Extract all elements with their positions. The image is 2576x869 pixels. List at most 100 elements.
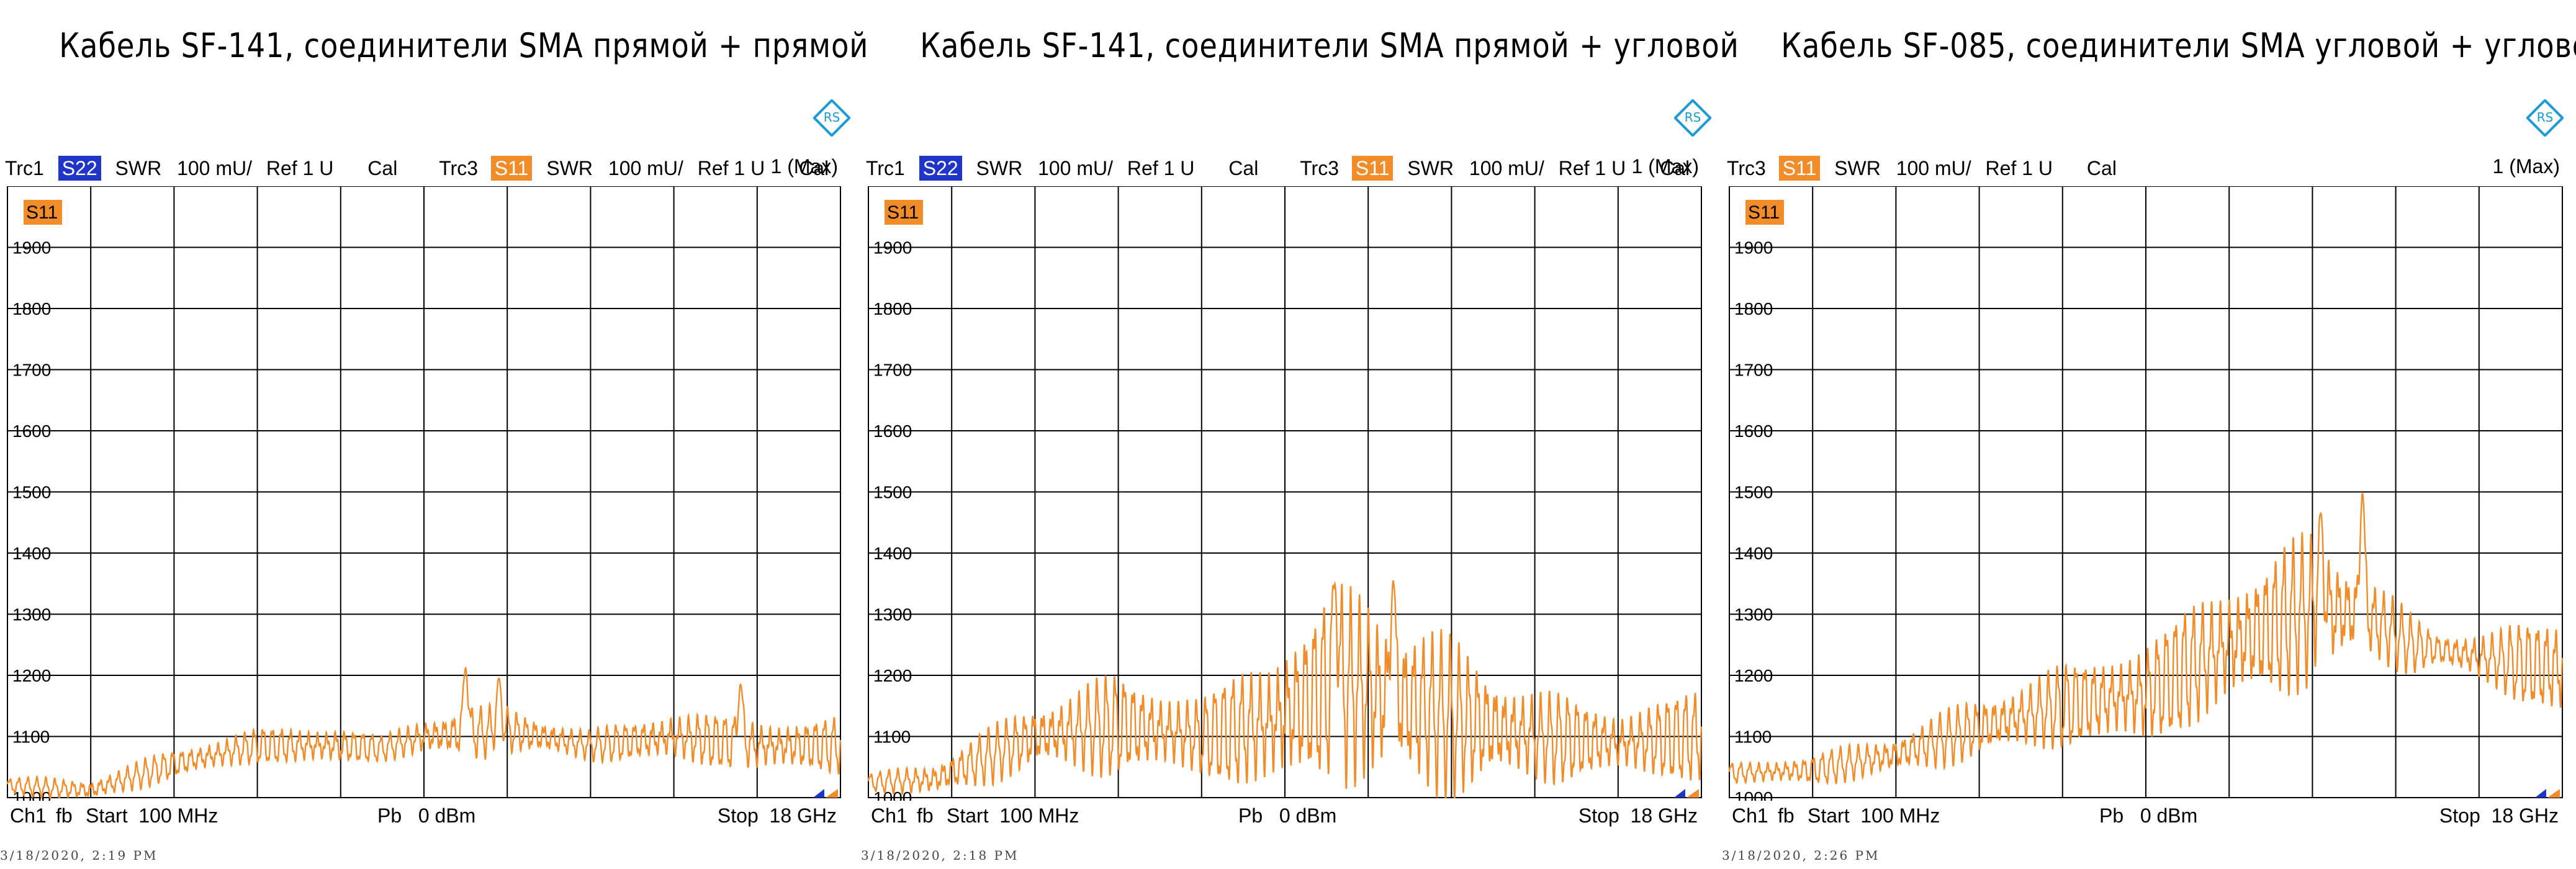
trace-ref: Ref 1 U: [1127, 156, 1195, 179]
marker-triangle-s11: [1687, 789, 1699, 798]
y-tick-label: 1400: [1734, 544, 1773, 563]
start-frequency: Start 100 MHz: [947, 804, 1079, 827]
marker-triangle-s11: [826, 789, 838, 798]
chart-title: Кабель SF-141, соединители SMA прямой + …: [59, 26, 869, 65]
trace-scale: 100 mU/: [177, 156, 253, 179]
start-frequency: Start 100 MHz: [1808, 804, 1940, 827]
y-tick-label: 1700: [12, 361, 51, 380]
chart-title: Кабель SF-085, соединители SMA угловой +…: [1781, 26, 2576, 65]
trace-ref: Ref 1 U: [266, 156, 334, 179]
fb-label: fb: [917, 804, 934, 827]
trace-ref: Ref 1 U: [697, 156, 765, 179]
y-tick-label: 1900: [1734, 238, 1773, 258]
trace-scale: 100 mU/: [1896, 156, 1971, 179]
y-tick-label: 1600: [873, 421, 912, 441]
timestamp: 3/18/2020, 2:19 PM: [0, 848, 158, 863]
y-tick-label: 1300: [873, 605, 912, 624]
y-tick-label: 1100: [873, 727, 911, 747]
marker-triangle-s22: [813, 789, 824, 798]
channel-footer: Ch1 fb Start 100 MHz Pb 0 dBm Stop 18 GH…: [866, 803, 1703, 828]
trace-header: Trc1 S22 SWR 100 mU/ Ref 1 U Cal Trc3 S1…: [5, 153, 842, 181]
y-tick-label: 1100: [12, 727, 50, 747]
trace-badge-s11[interactable]: S11: [490, 155, 533, 181]
trace-s11-line: [867, 580, 1703, 799]
y-tick-label: 1500: [12, 483, 51, 502]
rohde-schwarz-logo-icon: RS: [2526, 99, 2564, 137]
trace-badge-s22[interactable]: S22: [58, 155, 101, 181]
y-tick-label: 1900: [873, 238, 912, 258]
trace-header: Trc1 S22 SWR 100 mU/ Ref 1 U Cal Trc3 S1…: [866, 153, 1703, 181]
trace-scale: 100 mU/: [1038, 156, 1114, 179]
chart-panel-1: Кабель SF-141, соединители SMA прямой + …: [0, 0, 869, 869]
trace-scale: 100 mU/: [1469, 156, 1544, 179]
trace-badge-s11[interactable]: S11: [1778, 155, 1821, 181]
trace-label-text: S11: [26, 202, 58, 223]
chart-title: Кабель SF-141, соединители SMA прямой + …: [920, 26, 1739, 65]
trace-s11-line: [6, 666, 842, 799]
y-tick-label: 1700: [873, 361, 912, 380]
y-tick-label: 1900: [12, 238, 51, 258]
y-tick-label: 1400: [873, 544, 912, 563]
trace-label-text: S11: [1748, 202, 1780, 223]
trace-name[interactable]: Trc3: [439, 156, 478, 179]
channel-footer: Ch1 fb Start 100 MHz Pb 0 dBm Stop 18 GH…: [5, 803, 842, 828]
y-tick-label: 1600: [12, 421, 51, 441]
trace-format: SWR: [976, 156, 1023, 179]
y-tick-label: 1300: [1734, 605, 1773, 624]
y-tick-label: 1800: [12, 299, 51, 318]
y-tick-label: 1700: [1734, 361, 1773, 380]
trace-format: SWR: [546, 156, 593, 179]
max-label: 1 (Max): [1631, 155, 1699, 178]
y-tick-label: 1200: [1734, 666, 1773, 685]
trace-label-text: S11: [887, 202, 919, 223]
channel-label: Ch1: [871, 804, 907, 827]
trace-badge-s11[interactable]: S11: [1351, 155, 1394, 181]
trace-badge-s22[interactable]: S22: [919, 155, 962, 181]
y-tick-label: 1300: [12, 605, 51, 624]
y-tick-label: 1100: [1734, 727, 1772, 747]
y-tick-label: 1800: [1734, 299, 1773, 318]
y-tick-label: 1000: [1734, 788, 1773, 801]
trace-format: SWR: [1834, 156, 1881, 179]
power-level: Pb 0 dBm: [1238, 804, 1337, 827]
svg-text:RS: RS: [824, 110, 840, 125]
marker-triangle-s22: [1674, 789, 1685, 798]
trace-name[interactable]: Trc1: [5, 156, 44, 179]
fb-label: fb: [56, 804, 73, 827]
trace-name[interactable]: Trc1: [866, 156, 905, 179]
stop-frequency: Stop 18 GHz: [2439, 804, 2559, 827]
stop-frequency: Stop 18 GHz: [1578, 804, 1698, 827]
channel-footer: Ch1 fb Start 100 MHz Pb 0 dBm Stop 18 GH…: [1727, 803, 2564, 828]
trace-cal: Cal: [1228, 156, 1259, 179]
trace-format: SWR: [115, 156, 162, 179]
y-tick-label: 1800: [873, 299, 912, 318]
marker-triangle-s22: [2535, 789, 2546, 798]
plot-area: 1900180017001600150014001300120011001000…: [6, 186, 842, 801]
trace-cal: Cal: [2086, 156, 2117, 179]
y-tick-label: 1200: [12, 666, 51, 685]
channel-label: Ch1: [10, 804, 47, 827]
trace-s11-line: [1728, 493, 2564, 786]
trace-cal: Cal: [367, 156, 398, 179]
trace-name[interactable]: Trc3: [1727, 156, 1766, 179]
rohde-schwarz-logo-icon: RS: [1674, 99, 1711, 137]
max-label: 1 (Max): [2492, 155, 2560, 178]
channel-label: Ch1: [1732, 804, 1768, 827]
trace-format: SWR: [1407, 156, 1454, 179]
svg-text:RS: RS: [2537, 110, 2554, 125]
trace-ref: Ref 1 U: [1985, 156, 2053, 179]
trace-label-badge: [24, 200, 62, 225]
chart-panel-2: Кабель SF-141, соединители SMA прямой + …: [861, 0, 1739, 869]
power-level: Pb 0 dBm: [377, 804, 476, 827]
trace-label-badge: [1745, 200, 1784, 225]
y-tick-label: 1400: [12, 544, 51, 563]
trace-ref: Ref 1 U: [1558, 156, 1626, 179]
svg-text:RS: RS: [1685, 110, 1701, 125]
chart-panel-3: Кабель SF-085, соединители SMA угловой +…: [1722, 0, 2576, 869]
power-level: Pb 0 dBm: [2099, 804, 2198, 827]
trace-scale: 100 mU/: [608, 156, 683, 179]
trace-name[interactable]: Trc3: [1300, 156, 1339, 179]
trace-header: Trc3 S11 SWR 100 mU/ Ref 1 U Cal 1 (Max): [1727, 153, 2564, 181]
stop-frequency: Stop 18 GHz: [717, 804, 837, 827]
start-frequency: Start 100 MHz: [86, 804, 218, 827]
